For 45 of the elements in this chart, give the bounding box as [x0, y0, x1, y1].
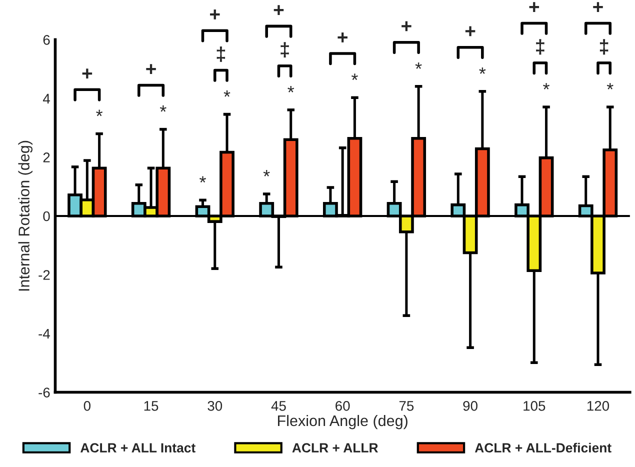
annotation: ‡ [536, 39, 544, 55]
legend-label: ACLR + ALL Intact [80, 443, 196, 453]
text: + [402, 21, 412, 32]
annotation: * [224, 90, 230, 97]
y-tick-label: -2 [38, 270, 50, 280]
x-tick-label: 60 [336, 400, 350, 411]
x-tick-label: 90 [463, 400, 478, 411]
text: + [274, 5, 284, 15]
annotation: + [146, 64, 156, 74]
annotation: * [160, 105, 166, 112]
legend-label: ACLR + ALLR [292, 443, 378, 453]
annotation: * [200, 176, 206, 183]
annotation: * [415, 62, 422, 69]
annotation: * [288, 86, 294, 92]
annotation: * [479, 67, 486, 74]
y-tick-label: -6 [38, 388, 50, 398]
annotation: ‡ [280, 42, 289, 58]
text: + [210, 10, 220, 20]
annotation: * [543, 83, 550, 90]
y-tick-label: 0 [43, 211, 50, 222]
text: + [529, 2, 540, 12]
annotation: + [82, 68, 92, 78]
annotation: + [338, 32, 348, 42]
x-tick-label: 75 [399, 401, 414, 411]
legend-label: ACLR + ALL-Deficient [474, 442, 612, 453]
annotation: * [263, 170, 270, 176]
annotation: * [606, 83, 614, 90]
x-tick-label: 120 [587, 400, 610, 411]
annotation: * [351, 74, 358, 80]
x-tick-label: 0 [84, 400, 90, 411]
y-axis-title: Internal Rotation (deg) [18, 140, 32, 291]
text: + [593, 2, 603, 12]
text: + [465, 26, 476, 36]
annotation: * [96, 110, 103, 116]
x-tick-label: 30 [208, 400, 222, 411]
y-tick-label: 6 [43, 35, 50, 45]
x-tick-label: 45 [271, 401, 286, 411]
annotation: ‡ [600, 39, 608, 55]
x-tick-label: 105 [524, 400, 546, 411]
x-axis-title: Flexion Angle (deg) [278, 414, 408, 430]
annotation: ‡ [216, 46, 226, 62]
x-tick-label: 15 [144, 401, 158, 411]
y-tick-label: 4 [42, 94, 50, 104]
y-tick-label: 2 [43, 152, 50, 162]
y-tick-label: -4 [38, 328, 50, 339]
